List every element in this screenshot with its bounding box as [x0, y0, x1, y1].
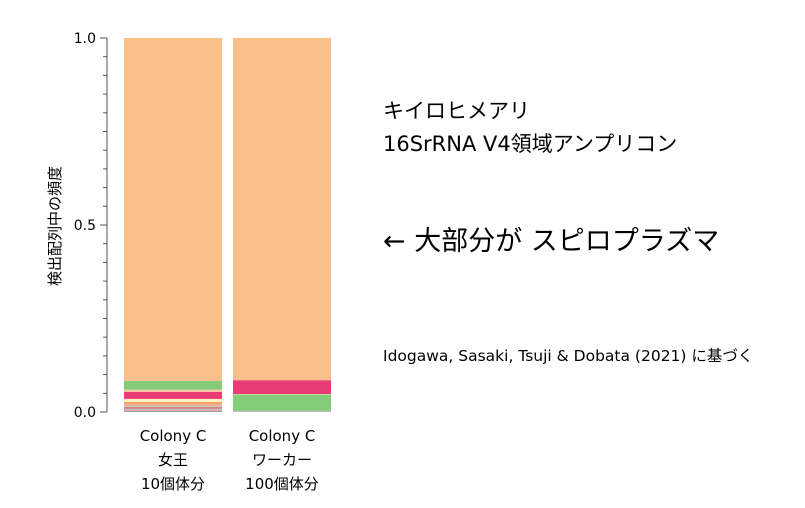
bar-2-segment-2 [233, 394, 331, 411]
x-category-label: Colony C [249, 427, 316, 445]
citation-text: Idogawa, Sasaki, Tsuji & Dobata (2021) に… [383, 347, 754, 365]
y-tick-label: 1.0 [74, 31, 96, 47]
bar-2-segment-5 [233, 38, 331, 381]
x-category-label: 100個体分 [245, 475, 319, 493]
bar-1-segment-12 [124, 38, 222, 381]
x-category-label: 女王 [158, 451, 188, 469]
x-category-label: Colony C [140, 427, 207, 445]
bar-2-segment-4 [233, 380, 331, 395]
bar-2-segment-3 [233, 394, 331, 395]
bar-1-segment-5 [124, 406, 222, 408]
x-axis-labels: Colony C 女王 10個体分 Colony C ワーカー 100個体分 [140, 427, 319, 493]
chart-side-title: キイロヒメアリ [383, 99, 530, 123]
y-tick-label: 0.0 [74, 405, 96, 421]
bar-1-segment-3 [124, 408, 222, 410]
y-axis-label: 検出配列中の頻度 [46, 166, 64, 286]
bar-1-segment-9 [124, 391, 222, 399]
y-tick-label: 0.5 [74, 218, 96, 234]
bar-1-segment-1 [124, 410, 222, 412]
chart-side-subtitle: 16SrRNA V4領域アンプリコン [383, 132, 678, 156]
x-category-label: 10個体分 [141, 475, 205, 493]
bar-2-segment-1 [233, 410, 331, 412]
bar-1-segment-6 [124, 404, 222, 407]
bar-1-segment-2 [124, 409, 222, 411]
bar-1-segment-4 [124, 407, 222, 409]
bars-group [124, 38, 331, 412]
bar-1-segment-7 [124, 401, 222, 405]
bar-1-segment-11 [124, 380, 222, 390]
x-category-label: ワーカー [252, 451, 312, 469]
annotation-arrow-note: ← 大部分が スピロプラズマ [383, 226, 720, 257]
bar-1-segment-10 [124, 389, 222, 392]
y-axis: 0.0 0.5 1.0 [74, 31, 108, 421]
bar-1-segment-8 [124, 398, 222, 402]
